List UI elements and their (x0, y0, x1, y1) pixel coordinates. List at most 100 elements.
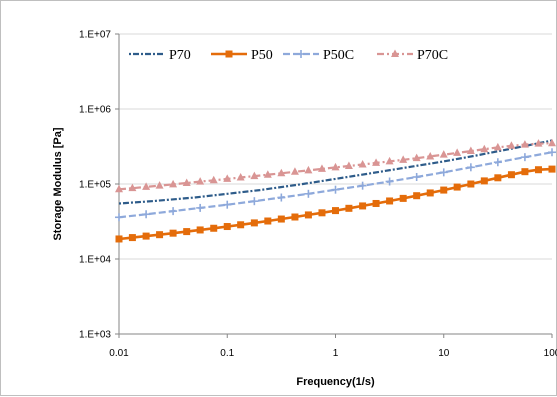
data-point (467, 180, 475, 188)
data-point (453, 183, 461, 191)
data-point (426, 189, 434, 197)
x-tick-label: 0.01 (109, 348, 129, 359)
data-point (223, 174, 232, 182)
x-tick-label: 1 (333, 348, 339, 359)
data-point (277, 215, 285, 223)
legend-label: P50 (251, 48, 273, 63)
data-point (115, 213, 123, 222)
y-tick-label: 1.E+05 (79, 180, 111, 191)
series-line (118, 142, 553, 191)
data-point (210, 224, 218, 232)
data-point (521, 168, 529, 176)
data-point (169, 207, 178, 216)
legend-label: P70 (169, 48, 191, 63)
data-point (263, 170, 272, 178)
data-point (386, 197, 394, 205)
data-point (331, 185, 340, 194)
data-point (209, 175, 218, 184)
legend-item-p50c: P50C (283, 48, 354, 63)
legend-item-p70c: P70C (377, 48, 448, 63)
data-point (318, 209, 326, 217)
data-point (493, 142, 502, 151)
data-point (196, 203, 205, 212)
y-tick-label: 1.E+03 (79, 330, 111, 341)
data-point (453, 148, 462, 156)
x-tick-label: 0.1 (220, 348, 234, 359)
data-point (520, 153, 529, 162)
data-point (507, 171, 515, 179)
y-tick-label: 1.E+04 (79, 255, 111, 266)
x-tick-labels: 0.01 0.1 1 10 100 (109, 348, 557, 359)
series-p50 (115, 165, 556, 243)
legend-label: P70C (417, 48, 448, 63)
data-point (358, 159, 367, 168)
data-point (507, 141, 516, 149)
data-point (115, 235, 123, 243)
data-point (466, 146, 475, 155)
data-point (344, 161, 353, 169)
data-point (413, 192, 421, 200)
data-point (304, 211, 312, 219)
data-point (236, 173, 245, 181)
legend: P70 P50 P50C P70C (129, 48, 448, 63)
legend-label: P50C (323, 48, 354, 63)
data-point (534, 166, 542, 174)
data-point (331, 162, 340, 171)
data-point (250, 171, 259, 180)
data-point (155, 181, 164, 189)
plot-axes (115, 33, 553, 338)
data-point (480, 177, 488, 185)
data-point (304, 165, 313, 174)
data-point (372, 199, 380, 207)
data-point (520, 140, 529, 148)
x-axis-title: Frequency(1/s) (296, 376, 375, 388)
data-point (372, 158, 381, 166)
data-point (317, 164, 326, 172)
data-point (183, 228, 191, 236)
data-point (142, 182, 151, 190)
x-tick-label: 100 (544, 348, 557, 359)
series-p70 (118, 139, 553, 205)
data-point (399, 155, 408, 163)
data-point (237, 221, 245, 229)
series-line (118, 139, 553, 205)
data-point (345, 204, 353, 212)
y-axis-title: Storage Modulus [Pa] (52, 127, 64, 240)
data-point (223, 200, 232, 209)
data-point (358, 181, 367, 190)
data-point (277, 168, 286, 177)
data-point (399, 194, 407, 202)
series-line (118, 151, 553, 219)
y-tick-label: 1.E+07 (79, 30, 111, 41)
data-point (291, 213, 299, 221)
data-point (494, 174, 502, 182)
data-point (426, 151, 435, 160)
data-point (359, 202, 367, 210)
data-point (391, 49, 399, 57)
data-point (466, 163, 475, 172)
data-point (439, 168, 448, 177)
y-tick-label: 1.E+06 (79, 105, 111, 116)
data-point (250, 197, 259, 206)
data-point (548, 148, 556, 157)
data-point (128, 183, 137, 192)
data-point (264, 217, 272, 225)
series-p50c (115, 148, 556, 222)
data-point (196, 226, 204, 234)
data-point (385, 156, 394, 165)
data-point (548, 138, 556, 147)
data-point (297, 50, 305, 58)
data-point (182, 178, 191, 187)
data-point (250, 219, 258, 227)
y-tick-labels: 1.E+03 1.E+04 1.E+05 1.E+06 1.E+07 (79, 30, 111, 341)
series-layer (115, 138, 556, 243)
data-point (115, 184, 123, 193)
data-point (142, 232, 150, 240)
data-point (385, 177, 394, 186)
data-point (440, 186, 448, 194)
data-point (277, 193, 286, 202)
series-p70c (115, 138, 556, 193)
data-point (332, 207, 339, 215)
